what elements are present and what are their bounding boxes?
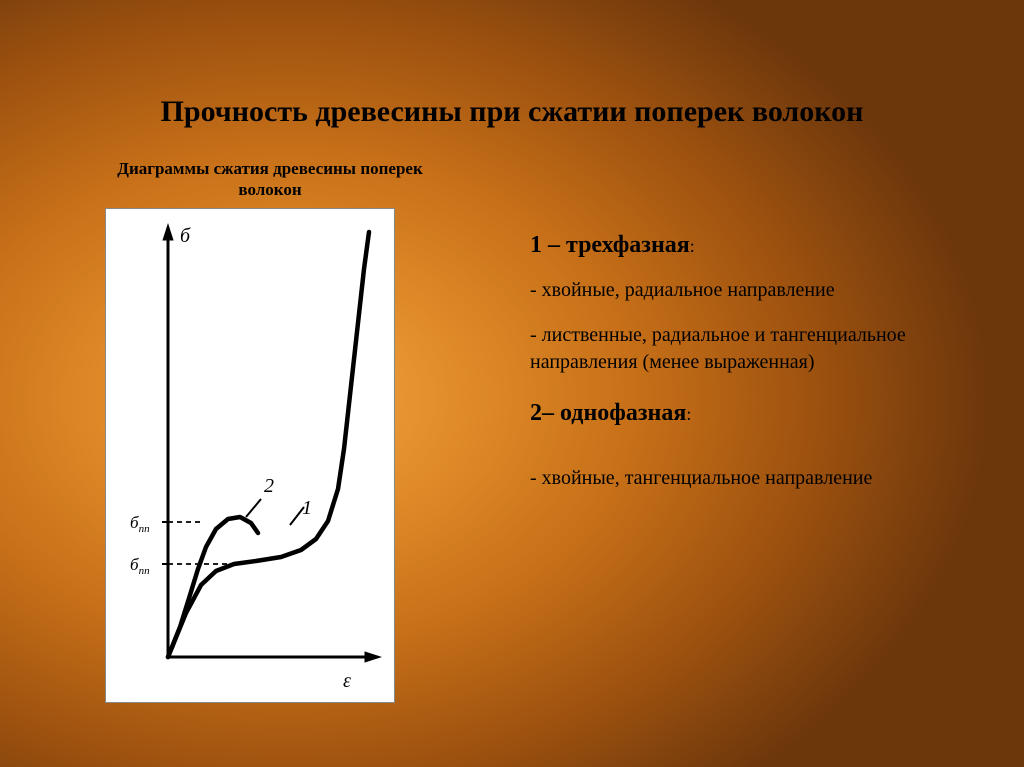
legend-text: 1 – трехфазная: - хвойные, радиальное на… xyxy=(530,232,960,510)
svg-text:бnn: бnn xyxy=(130,555,150,577)
svg-text:1: 1 xyxy=(302,497,312,519)
svg-text:б: б xyxy=(180,225,191,247)
chart-subtitle: Диаграммы сжатия древесины поперек волок… xyxy=(110,158,430,201)
phase2-label: 2– однофазная xyxy=(530,400,686,426)
svg-text:ε: ε xyxy=(343,670,351,692)
svg-text:2: 2 xyxy=(264,475,274,497)
phase1-heading: 1 – трехфазная: xyxy=(530,232,960,259)
phase1-item2: - лиственные, радиальное и тангенциально… xyxy=(530,322,960,376)
svg-text:бnn: бnn xyxy=(130,513,150,535)
phase1-item1: - хвойные, радиальное направление xyxy=(530,277,960,304)
compression-diagram: б ε бnn бnn 1 2 xyxy=(105,208,395,703)
phase2-item1: - хвойные, тангенциальное направление xyxy=(530,465,960,492)
phase1-label: 1 – трехфазная xyxy=(530,232,690,258)
phase2-heading: 2– однофазная: xyxy=(530,400,960,427)
colon: : xyxy=(690,236,695,256)
colon: : xyxy=(686,404,691,424)
page-title: Прочность древесины при сжатии поперек в… xyxy=(0,95,1024,129)
